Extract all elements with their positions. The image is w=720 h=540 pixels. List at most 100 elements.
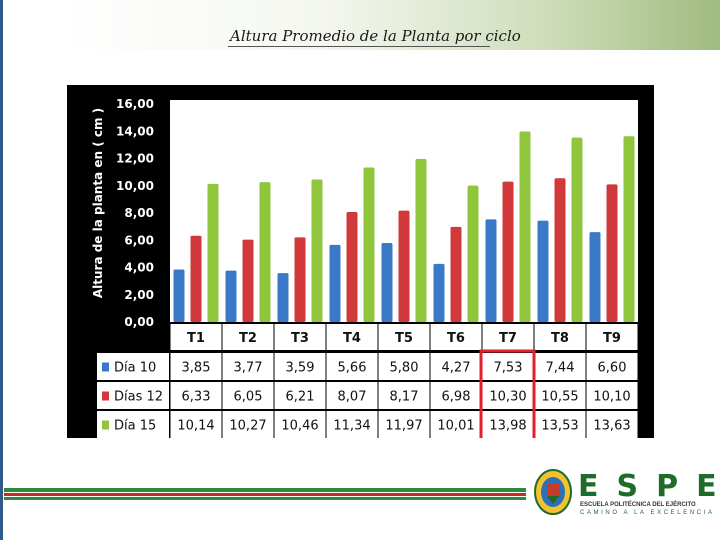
- data-label: 10,01: [437, 419, 474, 434]
- highlight-box: [479, 349, 536, 438]
- data-cell: [482, 353, 534, 380]
- legend-label: Día 15: [114, 419, 156, 434]
- data-label: 4,27: [442, 361, 471, 376]
- data-label: 3,77: [234, 361, 263, 376]
- espe-logo-word: ESPE: [578, 469, 720, 504]
- data-label: 10,46: [281, 419, 318, 434]
- bar-T8-1: [554, 178, 566, 322]
- y-tick-label: 8,00: [124, 206, 154, 220]
- x-tick-label: T5: [395, 331, 413, 346]
- data-label: 3,59: [286, 361, 315, 376]
- bar-T7-2: [519, 131, 531, 322]
- data-cell: [170, 411, 222, 438]
- chart-panel: 0,00 2,00 4,00 6,00 8,00 10,00 12,00 14,00 16,00…: [67, 85, 654, 438]
- footer-stripes: [4, 488, 526, 502]
- bar-T7-1: [502, 181, 514, 322]
- y-tick-label: 14,00: [116, 124, 154, 138]
- data-cell: [274, 353, 326, 380]
- bar-T6-2: [467, 185, 479, 322]
- data-label: 10,27: [229, 419, 266, 434]
- bar-T7-0: [485, 219, 497, 322]
- bar-T1-1: [190, 235, 202, 322]
- bar-T1-0: [173, 269, 185, 322]
- bar-T9-1: [606, 184, 618, 322]
- bar-T3-2: [311, 179, 323, 322]
- data-cell: [274, 411, 326, 438]
- bar-T9-0: [589, 232, 601, 322]
- bar-T5-1: [398, 210, 410, 322]
- legend-swatch: [102, 362, 109, 372]
- data-cell: [326, 411, 378, 438]
- data-cell: [326, 353, 378, 380]
- bar-T8-0: [537, 220, 549, 322]
- x-tick-label: T1: [187, 331, 205, 346]
- data-cell: [430, 382, 482, 409]
- bar-chart: 0,00 2,00 4,00 6,00 8,00 10,00 12,00 14,00 16,00…: [91, 97, 638, 438]
- data-label: 7,44: [546, 361, 575, 376]
- data-label: 11,97: [385, 419, 422, 434]
- data-cell: [586, 353, 638, 380]
- category-cell: [430, 324, 482, 350]
- espe-seal-icon: [534, 469, 572, 515]
- bar-T1-2: [207, 183, 219, 322]
- data-cell: [378, 353, 430, 380]
- slide-title: Altura Promedio de la Planta por ciclo: [230, 27, 521, 45]
- bar-T4-0: [329, 244, 341, 322]
- espe-logo-tagline: CAMINO A LA EXCELENCIA: [580, 510, 715, 516]
- data-label: 13,98: [489, 419, 526, 434]
- y-tick-label: 10,00: [116, 179, 154, 193]
- y-tick-label: 16,00: [116, 97, 154, 111]
- bar-T3-0: [277, 273, 289, 322]
- y-axis-title: Altura de la planta en ( cm ): [91, 108, 105, 298]
- data-label: 5,80: [390, 361, 419, 376]
- espe-logo-subtitle: ESCUELA POLITÉCNICA DEL EJÉRCITO: [580, 502, 696, 508]
- category-cell: [222, 324, 274, 350]
- data-cell: [534, 382, 586, 409]
- header-band: [60, 0, 720, 50]
- data-cell: [482, 382, 534, 409]
- data-label: 8,17: [390, 390, 419, 405]
- data-cell: [586, 382, 638, 409]
- x-tick-label: T4: [343, 331, 361, 346]
- x-tick-label: T9: [603, 331, 621, 346]
- category-cell: [482, 324, 534, 350]
- data-cell: [586, 411, 638, 438]
- y-tick-label: 4,00: [124, 261, 154, 275]
- bar-T8-2: [571, 137, 583, 322]
- x-tick-label: T3: [291, 331, 309, 346]
- data-cell: [222, 353, 274, 380]
- left-border: [0, 0, 3, 540]
- legend-swatch: [102, 420, 109, 430]
- data-cell: [430, 353, 482, 380]
- x-tick-label: T6: [447, 331, 465, 346]
- bar-T3-1: [294, 237, 306, 322]
- data-cell: [170, 382, 222, 409]
- title-underline: [228, 46, 490, 47]
- bar-T4-1: [346, 212, 358, 322]
- bar-T2-1: [242, 239, 254, 322]
- bar-T2-2: [259, 182, 271, 322]
- data-label: 5,66: [338, 361, 367, 376]
- legend-label: Día 10: [114, 361, 156, 376]
- data-label: 6,98: [442, 390, 471, 405]
- data-label: 7,53: [494, 361, 523, 376]
- data-label: 3,85: [182, 361, 211, 376]
- data-label: 6,05: [234, 390, 263, 405]
- bar-T4-2: [363, 167, 375, 322]
- data-cell: [222, 411, 274, 438]
- y-tick-label: 2,00: [124, 288, 154, 302]
- data-cell: [482, 411, 534, 438]
- legend-label: Días 12: [114, 390, 163, 405]
- data-cell: [378, 411, 430, 438]
- bar-T6-1: [450, 226, 462, 322]
- category-cell: [534, 324, 586, 350]
- data-label: 13,63: [593, 419, 630, 434]
- bar-T6-0: [433, 263, 445, 322]
- data-label: 6,60: [598, 361, 627, 376]
- data-label: 10,30: [489, 390, 526, 405]
- data-cell: [222, 382, 274, 409]
- bar-T5-2: [415, 158, 427, 322]
- data-label: 10,14: [177, 419, 214, 434]
- category-cell: [378, 324, 430, 350]
- y-tick-label: 6,00: [124, 233, 154, 247]
